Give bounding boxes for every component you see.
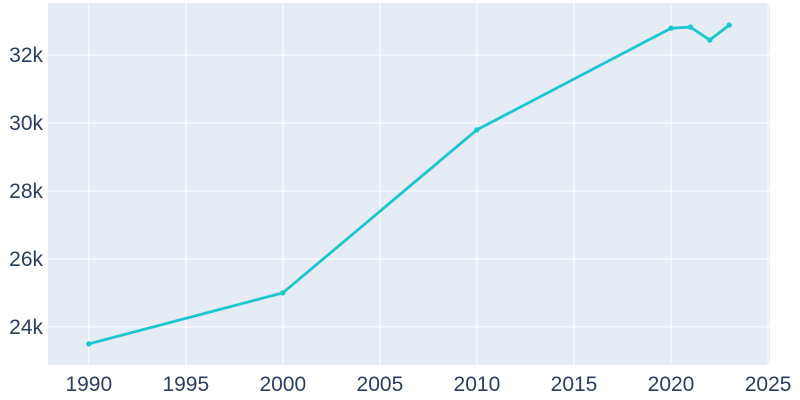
x-tick-label: 2015 <box>551 373 598 396</box>
x-tick-label: 2010 <box>454 373 501 396</box>
data-point-marker[interactable] <box>86 341 92 347</box>
data-point-marker[interactable] <box>707 37 713 43</box>
data-point-marker[interactable] <box>687 24 694 30</box>
y-tick-label: 24k <box>9 316 43 339</box>
data-point-marker[interactable] <box>280 290 286 296</box>
x-tick-label: 1990 <box>65 373 112 396</box>
x-tick-label: 2000 <box>259 373 306 396</box>
data-point-marker[interactable] <box>668 25 674 31</box>
x-tick-label: 2020 <box>648 373 695 396</box>
y-tick-label: 30k <box>9 112 43 135</box>
x-tick-label: 2005 <box>357 373 404 396</box>
data-point-marker[interactable] <box>726 22 732 28</box>
y-tick-label: 32k <box>9 44 43 67</box>
x-tick-label: 1995 <box>162 373 209 396</box>
plot-area[interactable] <box>48 3 770 365</box>
data-point-marker[interactable] <box>474 127 480 133</box>
y-tick-label: 26k <box>9 248 43 271</box>
x-tick-label: 2025 <box>745 373 792 396</box>
y-tick-label: 28k <box>9 180 43 203</box>
